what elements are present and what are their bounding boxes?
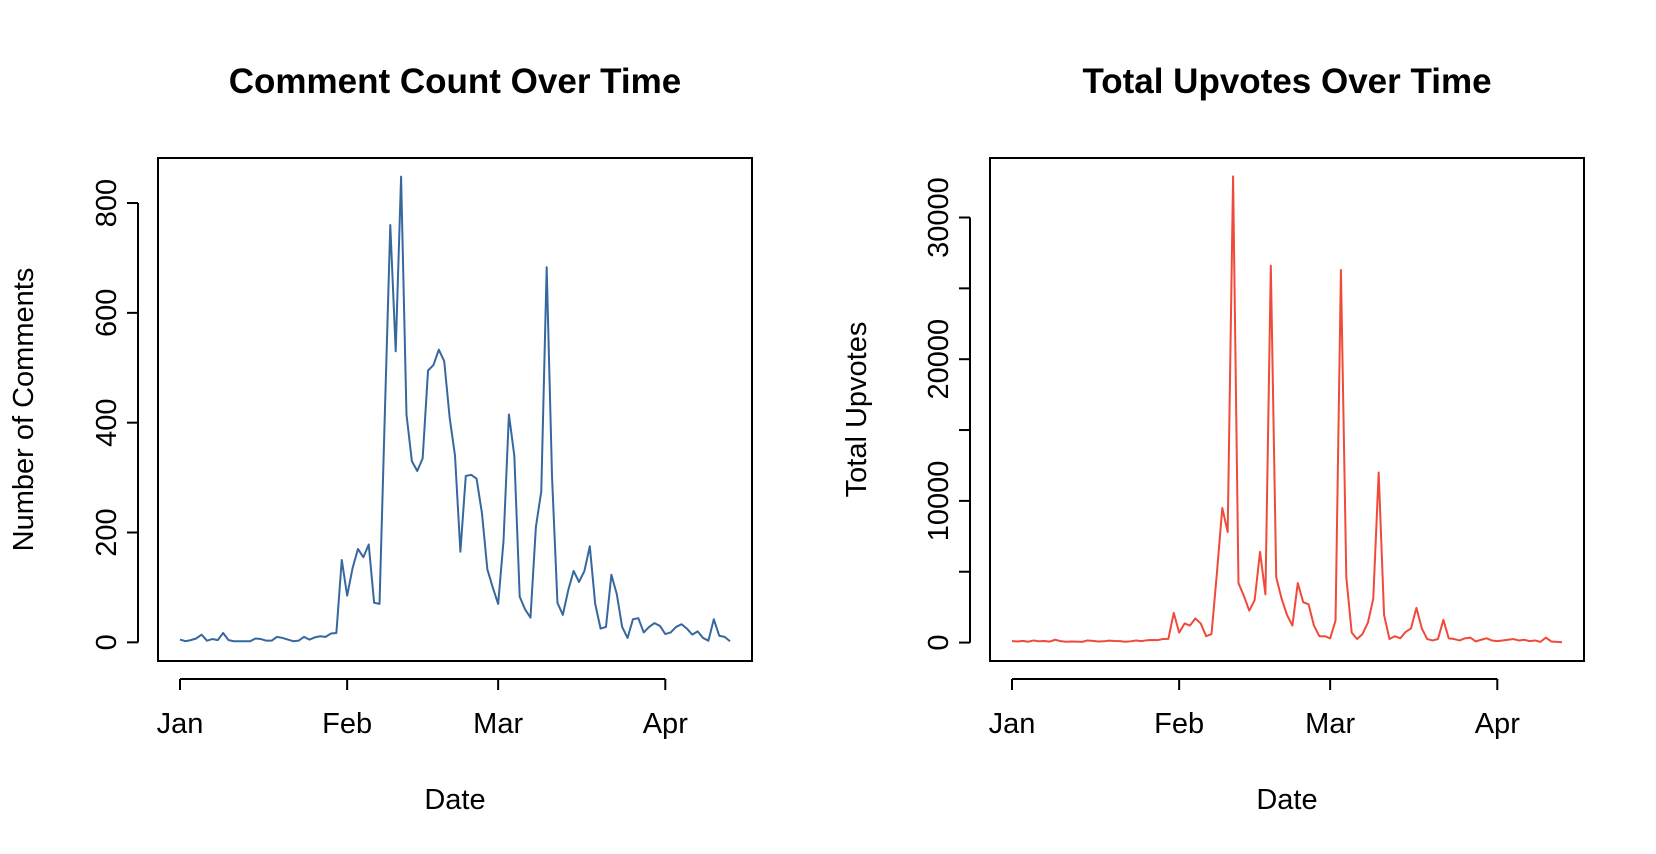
data-line: [179, 175, 731, 643]
x-tick-label: Feb: [322, 708, 372, 740]
y-tick-label: 30000: [923, 177, 955, 258]
y-tick-label: 800: [91, 179, 123, 227]
chart-title: Comment Count Over Time: [229, 62, 681, 101]
x-axis-label: Date: [424, 784, 485, 816]
y-tick-label: 10000: [923, 461, 955, 542]
data-line: [1011, 175, 1563, 644]
plot-box: [989, 157, 1585, 662]
chart-title: Total Upvotes Over Time: [1082, 62, 1491, 101]
y-tick-label: 20000: [923, 319, 955, 400]
y-tick-label: 0: [923, 635, 955, 651]
x-tick-label: Jan: [989, 708, 1036, 740]
y-axis-label: Total Upvotes: [841, 322, 873, 498]
x-tick-label: Feb: [1154, 708, 1204, 740]
x-tick-label: Mar: [1305, 708, 1355, 740]
x-tick-label: Apr: [1475, 708, 1520, 740]
y-tick-label: 400: [91, 398, 123, 446]
plot-box: [157, 157, 753, 662]
x-axis-label: Date: [1256, 784, 1317, 816]
y-axis-label: Number of Comments: [8, 268, 40, 552]
x-tick-label: Apr: [643, 708, 688, 740]
x-tick-label: Jan: [157, 708, 204, 740]
y-tick-label: 200: [91, 508, 123, 556]
y-tick-label: 600: [91, 289, 123, 337]
x-tick-label: Mar: [473, 708, 523, 740]
y-tick-label: 0: [91, 634, 123, 650]
